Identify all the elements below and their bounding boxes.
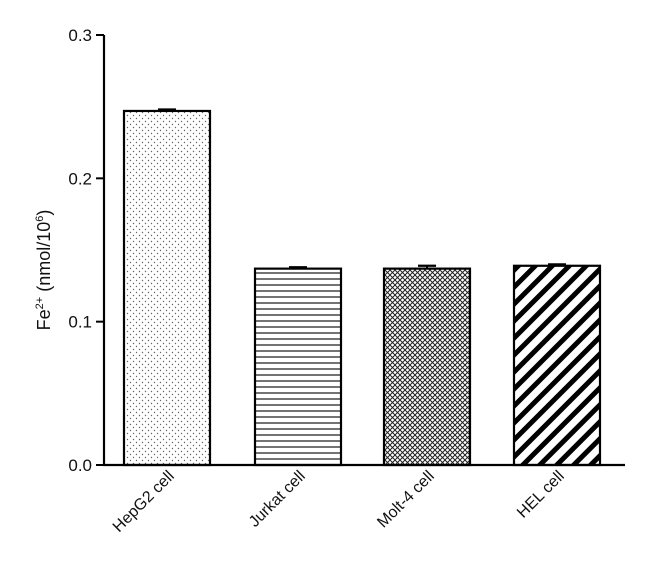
y-tick-label-1: 0.1 — [68, 313, 92, 332]
x-tick-label-hel-cell: HEL cell — [514, 468, 568, 522]
axes-group — [102, 35, 625, 467]
bar-hel-cell — [512, 264, 602, 467]
bar-molt-4-cell — [382, 267, 472, 467]
bar-jurkat-cell — [253, 267, 343, 467]
y-axis-title: Fe2+ (nmol/106) — [34, 210, 54, 331]
y-tick-label-0: 0.0 — [68, 456, 92, 475]
x-tick-label-hepg2-cell: HepG2 cell — [110, 468, 178, 536]
y-tick-label-3: 0.3 — [68, 26, 92, 45]
y-ticks-group: 0.0 0.1 0.2 0.3 — [68, 26, 104, 475]
error-bars-group — [158, 108, 566, 269]
bar-hepg2-cell — [122, 109, 212, 467]
bars-group — [122, 109, 602, 467]
x-tick-label-molt-4-cell: Molt-4 cell — [374, 468, 438, 532]
y-tick-label-2: 0.2 — [68, 169, 92, 188]
x-tick-label-jurkat-cell: Jurkat cell — [246, 468, 309, 531]
x-labels-group: HepG2 cell Jurkat cell Molt-4 cell HEL cell — [110, 468, 568, 536]
